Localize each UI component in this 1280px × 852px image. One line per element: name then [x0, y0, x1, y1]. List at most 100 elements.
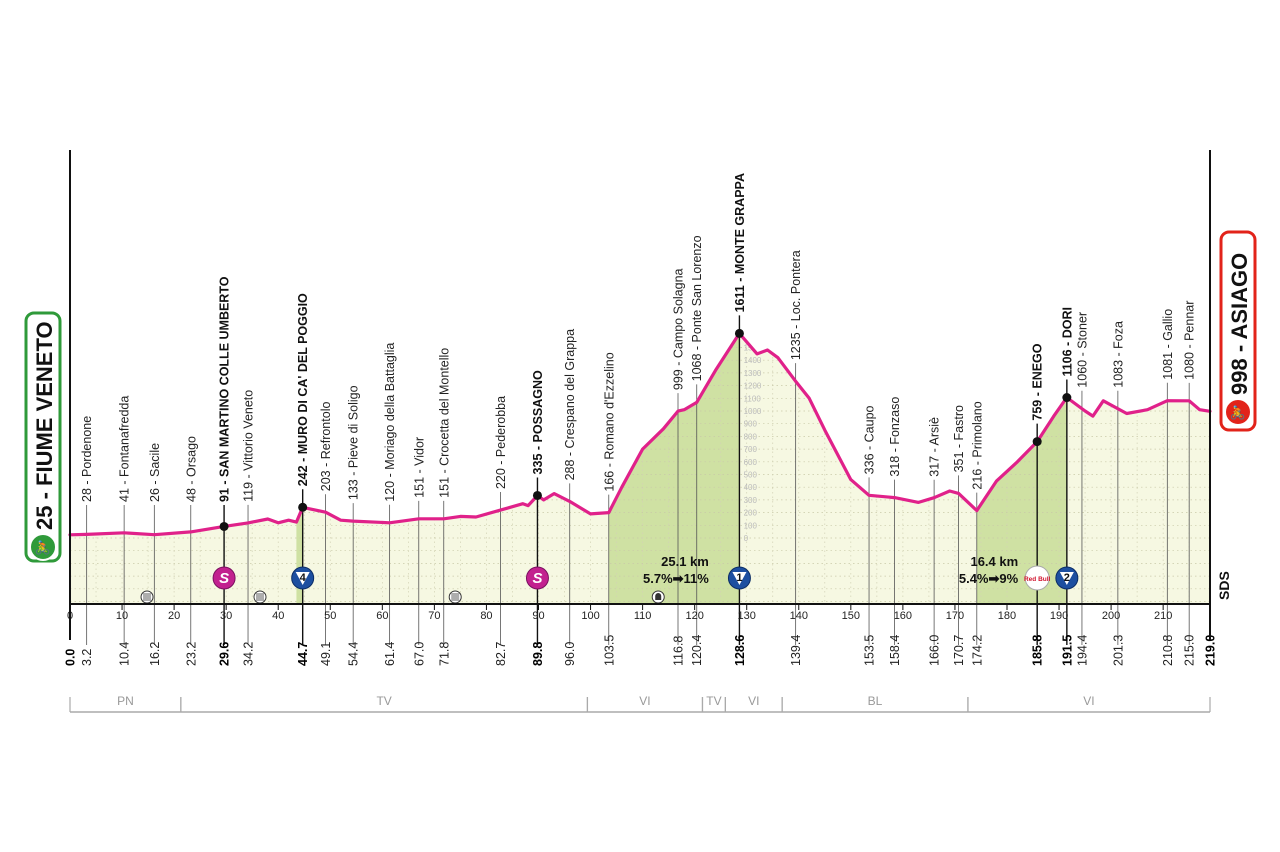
waypoint-label: 1068 - Ponte San Lorenzo	[690, 235, 704, 381]
elevation-scale-label: 1100	[744, 394, 762, 403]
x-tick-label: 200	[1102, 610, 1120, 622]
climb-section-area	[608, 333, 740, 604]
waypoint-label: 151 - Crocetta del Montello	[437, 348, 451, 498]
redbull-icon	[1024, 565, 1050, 591]
km-label: 96.0	[563, 642, 577, 666]
km-label: 16.2	[148, 642, 162, 666]
km-label: 174.2	[970, 635, 984, 666]
x-tick-label: 190	[1050, 610, 1068, 622]
x-tick-label: 10	[116, 610, 128, 622]
km-label: 201.3	[1111, 635, 1125, 666]
finish-cyclist-glyph: 🚴	[1230, 405, 1246, 420]
kom-triangle-icon	[295, 572, 310, 585]
finish-cyclist-icon	[1224, 398, 1252, 426]
province-label: BL	[868, 694, 883, 708]
waypoint-label: 242 - MURO DI CA' DEL POGGIO	[296, 293, 310, 486]
waypoint-label: 220 - Pederobba	[494, 396, 508, 489]
x-tick-label: 120	[685, 610, 703, 622]
elevation-scale-label: 400	[744, 483, 758, 492]
waypoint-label: 26 - Sacile	[148, 443, 162, 502]
km-label: 128.6	[733, 635, 747, 666]
waypoint-label: 120 - Moriago della Battaglia	[383, 343, 397, 502]
x-tick-label: 130	[738, 610, 756, 622]
elevation-scale-label: 1400	[744, 356, 762, 365]
km-label: 29.6	[218, 642, 232, 666]
waypoint-label: 1106 - DORI	[1060, 307, 1074, 376]
waypoint-label: 1235 - Loc. Pontera	[789, 250, 803, 360]
waypoint-label: 1080 - Pennar	[1183, 301, 1197, 380]
km-label: 82.7	[494, 642, 508, 666]
waypoint-label: 1611 - MONTE GRAPPA	[733, 173, 747, 312]
elevation-scale-label: 500	[744, 471, 758, 480]
waypoint-label: 1060 - Stoner	[1075, 312, 1089, 388]
waypoint-label: 759 - ENEGO	[1031, 343, 1045, 420]
waypoint-label: 41 - Fontanafredda	[118, 396, 132, 502]
redbull-label: Red Bull	[1024, 576, 1051, 583]
x-tick-label: 40	[272, 610, 284, 622]
elevation-scale-label: 800	[744, 432, 758, 441]
x-tick-label: 180	[998, 610, 1016, 622]
km-label: 71.8	[437, 642, 451, 666]
summit-dot	[1062, 393, 1072, 403]
x-tick-label: 60	[376, 610, 388, 622]
elevation-scale-label: 900	[744, 420, 758, 429]
province-label: VI	[639, 694, 650, 708]
tunnel-shape	[655, 593, 662, 600]
waypoint-label: 48 - Orsago	[184, 436, 198, 502]
waypoint-label: 1081 - Gallio	[1161, 309, 1175, 380]
province-label: VI	[748, 694, 759, 708]
waypoint-label: 133 - Pieve di Soligo	[347, 385, 361, 500]
finish-badge: 998 - ASIAGO 🚴	[1219, 230, 1257, 432]
km-label: 185.8	[1031, 635, 1045, 666]
sprint-icon-label: S	[532, 570, 542, 587]
waypoint-label: 336 - Caupo	[863, 405, 877, 474]
km-label: 166.0	[928, 635, 942, 666]
kom-category-label: 4	[300, 572, 307, 584]
km-label: 44.7	[296, 642, 310, 666]
km-label: 191.5	[1060, 635, 1074, 666]
x-tick-label: 170	[946, 610, 964, 622]
summit-dot	[298, 502, 308, 512]
sprint-icon	[212, 566, 236, 590]
elevation-scale-label: 1200	[744, 382, 762, 391]
x-tick-label: 90	[532, 610, 544, 622]
province-label: TV	[376, 694, 391, 708]
km-label: 158.4	[888, 635, 902, 666]
cobbles-icon	[253, 590, 267, 604]
km-label: 61.4	[383, 642, 397, 666]
km-label: 67.0	[412, 642, 426, 666]
km-label: 3.2	[80, 649, 94, 666]
waypoint-label: 1083 - Foza	[1111, 321, 1125, 388]
province-label: PN	[117, 694, 134, 708]
x-tick-label: 150	[842, 610, 860, 622]
x-tick-label: 210	[1154, 610, 1172, 622]
kom-category-label: 2	[1064, 572, 1070, 584]
summit-dot	[219, 521, 229, 531]
km-label: 23.2	[184, 642, 198, 666]
climb-length: 16.4 km	[970, 554, 1018, 569]
start-badge: 25 - FIUME VENETO 🚴	[24, 311, 62, 563]
x-tick-label: 30	[220, 610, 232, 622]
elevation-scale-label: 0	[744, 534, 749, 543]
km-label: 153.5	[863, 635, 877, 666]
x-tick-label: 70	[428, 610, 440, 622]
sprint-icon-label: S	[219, 570, 229, 587]
summit-dot	[532, 490, 542, 500]
waypoint-label: 335 - POSSAGNO	[531, 370, 545, 474]
cobbles-icon	[448, 590, 462, 604]
sprint-icon	[525, 566, 549, 590]
elevation-scale-label: 1000	[744, 407, 762, 416]
waypoint-label: 351 - Fastro	[952, 405, 966, 472]
elevation-scale-label: 700	[744, 445, 758, 454]
finish-label: 998 - ASIAGO	[1227, 253, 1252, 395]
waypoint-label: 288 - Crespano del Grappa	[563, 329, 577, 481]
x-tick-label: 160	[894, 610, 912, 622]
province-label: VI	[1083, 694, 1094, 708]
km-endpoint-label: 219.0	[1204, 635, 1218, 666]
x-tick-label: 20	[168, 610, 180, 622]
x-tick-label: 110	[634, 610, 652, 622]
cyclist-icon	[29, 533, 57, 561]
x-tick-label: 50	[324, 610, 336, 622]
waypoint-label: 203 - Refrontolo	[319, 402, 333, 492]
